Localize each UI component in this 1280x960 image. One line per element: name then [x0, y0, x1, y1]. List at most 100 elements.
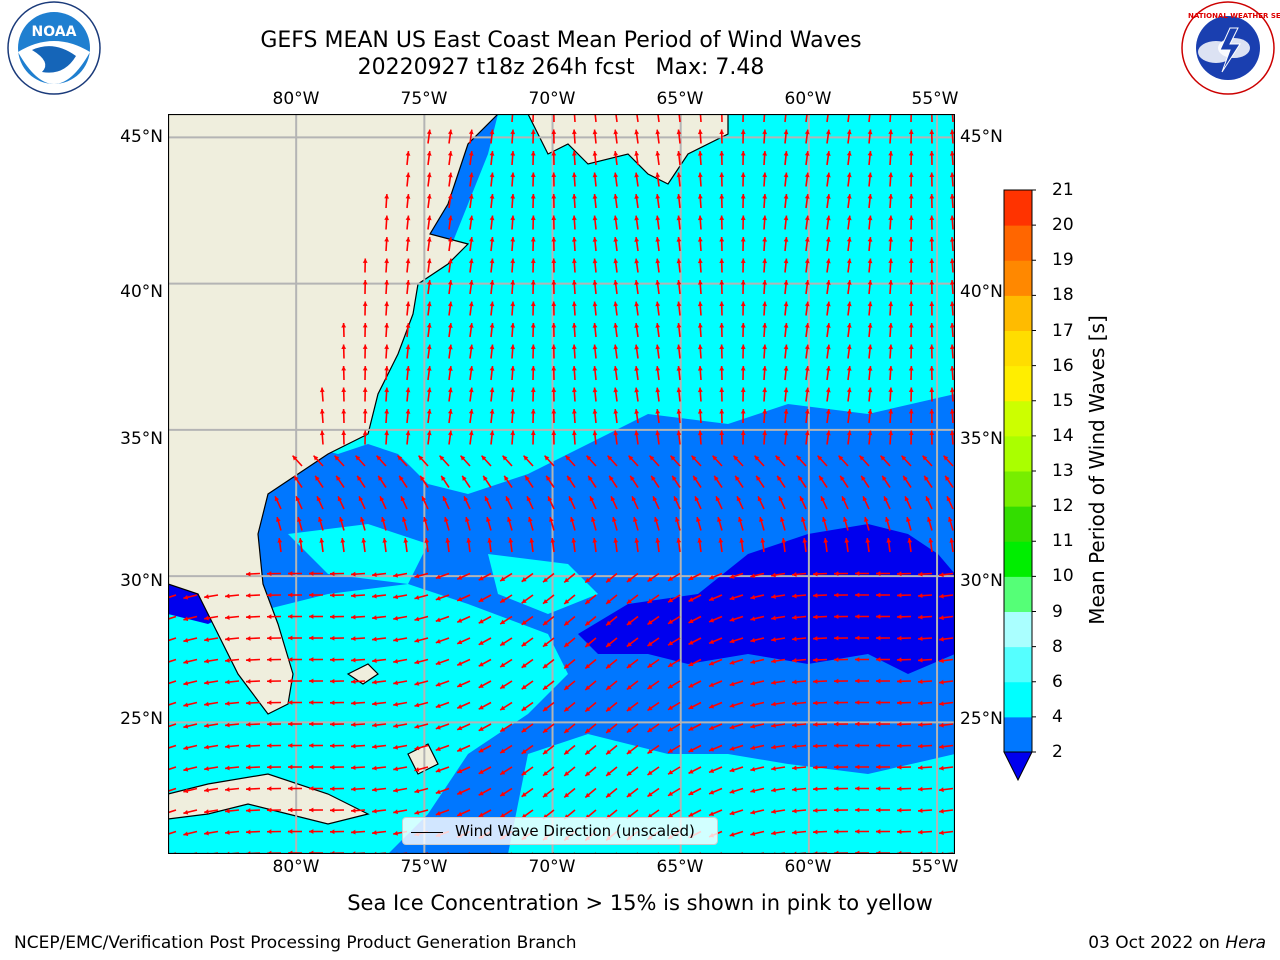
wind-wave-arrowhead [288, 743, 293, 748]
wind-wave-arrowhead [918, 700, 923, 706]
wind-wave-arrowhead [647, 598, 653, 603]
wind-wave-arrowhead [908, 194, 914, 199]
wind-wave-arrowhead [405, 323, 411, 328]
wind-wave-arrowhead [510, 194, 516, 199]
wind-wave-arrowhead [634, 366, 640, 371]
wind-wave-arrowhead [813, 636, 818, 641]
wind-wave-arrowhead [204, 701, 209, 707]
wind-wave-arrowhead [709, 703, 715, 709]
wind-wave-arrowhead [792, 744, 797, 749]
wind-wave-arrowhead [585, 620, 591, 626]
wind-wave-arrowhead [876, 721, 881, 727]
wind-wave-arrowhead [507, 517, 512, 522]
wind-wave-arrowhead [825, 344, 831, 350]
wind-wave-arrowhead [908, 409, 914, 414]
wind-wave-arrowhead [435, 574, 441, 579]
wind-wave-arrowhead [918, 636, 923, 642]
wind-wave-arrowhead [288, 721, 293, 727]
wind-wave-arrowhead [792, 722, 797, 728]
wind-wave-arrowhead [510, 280, 516, 285]
wind-wave-arrowhead [447, 194, 453, 199]
wind-wave-arrowhead [697, 215, 703, 221]
wind-wave-arrowhead [676, 430, 682, 436]
colorbar-tick-label: 4 [1052, 706, 1063, 727]
wind-wave-arrowhead [846, 151, 852, 156]
wind-wave-arrowhead [246, 593, 251, 598]
wind-wave-arrowhead [489, 344, 495, 350]
wind-wave-arrowhead [591, 517, 596, 522]
wind-wave-arrowhead [276, 517, 281, 522]
wind-wave-arrowhead [729, 638, 735, 644]
wind-wave-arrowhead [668, 619, 674, 624]
wind-wave-arrowhead [447, 366, 453, 371]
wind-wave-arrowhead [351, 722, 356, 728]
wind-wave-arrowhead [929, 280, 935, 285]
wind-wave-arrowhead [588, 475, 593, 481]
colorbar-tick-label: 12 [1052, 496, 1074, 517]
wind-wave-arrowhead [530, 344, 536, 349]
wind-wave-arrow [168, 637, 177, 642]
wind-wave-arrowhead [796, 455, 802, 461]
wind-wave-arrowhead [330, 700, 335, 706]
wind-wave-arrowhead [330, 829, 335, 835]
wind-wave-arrowhead [489, 237, 495, 242]
wind-wave-arrowhead [309, 700, 314, 705]
lon-label-top: 75°W [400, 89, 448, 109]
wind-wave-arrowhead [655, 237, 661, 242]
wind-wave-arrowhead [551, 151, 557, 156]
wind-wave-arrowhead [204, 830, 209, 836]
wind-wave-arrowhead [729, 574, 735, 579]
wind-wave-arrowhead [929, 215, 935, 220]
wind-wave-arrowhead [183, 766, 189, 772]
colorbar-extend [1003, 751, 1033, 782]
wind-wave-arrowhead [929, 129, 935, 134]
wind-wave-arrowhead [457, 682, 463, 688]
wind-wave-arrowhead [225, 765, 230, 771]
wind-wave-arrowhead [319, 430, 325, 436]
wind-wave-arrowhead [819, 475, 824, 481]
wind-wave-arrowhead [771, 766, 776, 771]
wind-wave-arrowhead [733, 455, 739, 461]
colorbar-band [1004, 365, 1032, 402]
wind-wave-arrowhead [908, 280, 914, 285]
wind-wave-arrowhead [225, 615, 230, 620]
wind-wave-arrowhead [358, 496, 364, 502]
wind-wave-arrowhead [688, 790, 694, 796]
wind-wave-arrowhead [426, 215, 432, 221]
wind-wave-arrowhead [393, 723, 398, 729]
wind-wave-arrowhead [529, 538, 535, 543]
wind-wave-arrowhead [813, 593, 818, 598]
wind-wave-arrowhead [571, 366, 577, 371]
lat-label-right: 45°N [960, 127, 1003, 147]
wind-wave-arrowhead [908, 366, 914, 371]
wind-wave-arrowhead [834, 571, 839, 577]
wind-wave-arrowhead [783, 258, 789, 264]
wind-wave-arrowhead [478, 748, 484, 753]
wind-wave-arrowhead [606, 577, 612, 583]
wind-wave-arrowhead [183, 637, 189, 643]
wind-wave-arrowhead [351, 614, 356, 620]
wind-wave-arrowhead [792, 808, 797, 814]
wind-wave-arrowhead [676, 344, 682, 350]
wind-wave-arrowhead [750, 831, 756, 837]
wind-wave-arrowhead [918, 614, 923, 620]
wind-wave-arrowhead [246, 571, 251, 577]
wind-wave-arrowhead [918, 829, 923, 835]
wind-wave-arrowhead [414, 767, 420, 772]
wind-wave-arrowhead [225, 658, 230, 663]
wind-wave-arrowhead [762, 172, 768, 178]
wind-wave-arrowhead [267, 657, 272, 663]
wind-wave-arrowhead [825, 280, 831, 285]
wind-wave-arrowhead [246, 700, 251, 706]
lon-label-top: 65°W [656, 89, 704, 109]
wind-wave-arrow [168, 680, 177, 685]
legend-label: Wind Wave Direction (unscaled) [455, 822, 695, 840]
wind-wave-arrowhead [592, 237, 598, 242]
wind-wave-arrowhead [502, 455, 508, 461]
wind-wave-arrowhead [465, 517, 470, 522]
wind-wave-arrowhead [426, 129, 432, 135]
wind-wave-arrowhead [316, 496, 322, 502]
wind-wave-arrowhead [613, 172, 619, 178]
wind-wave-arrowhead [478, 576, 484, 581]
wind-wave-arrowhead [750, 788, 756, 794]
